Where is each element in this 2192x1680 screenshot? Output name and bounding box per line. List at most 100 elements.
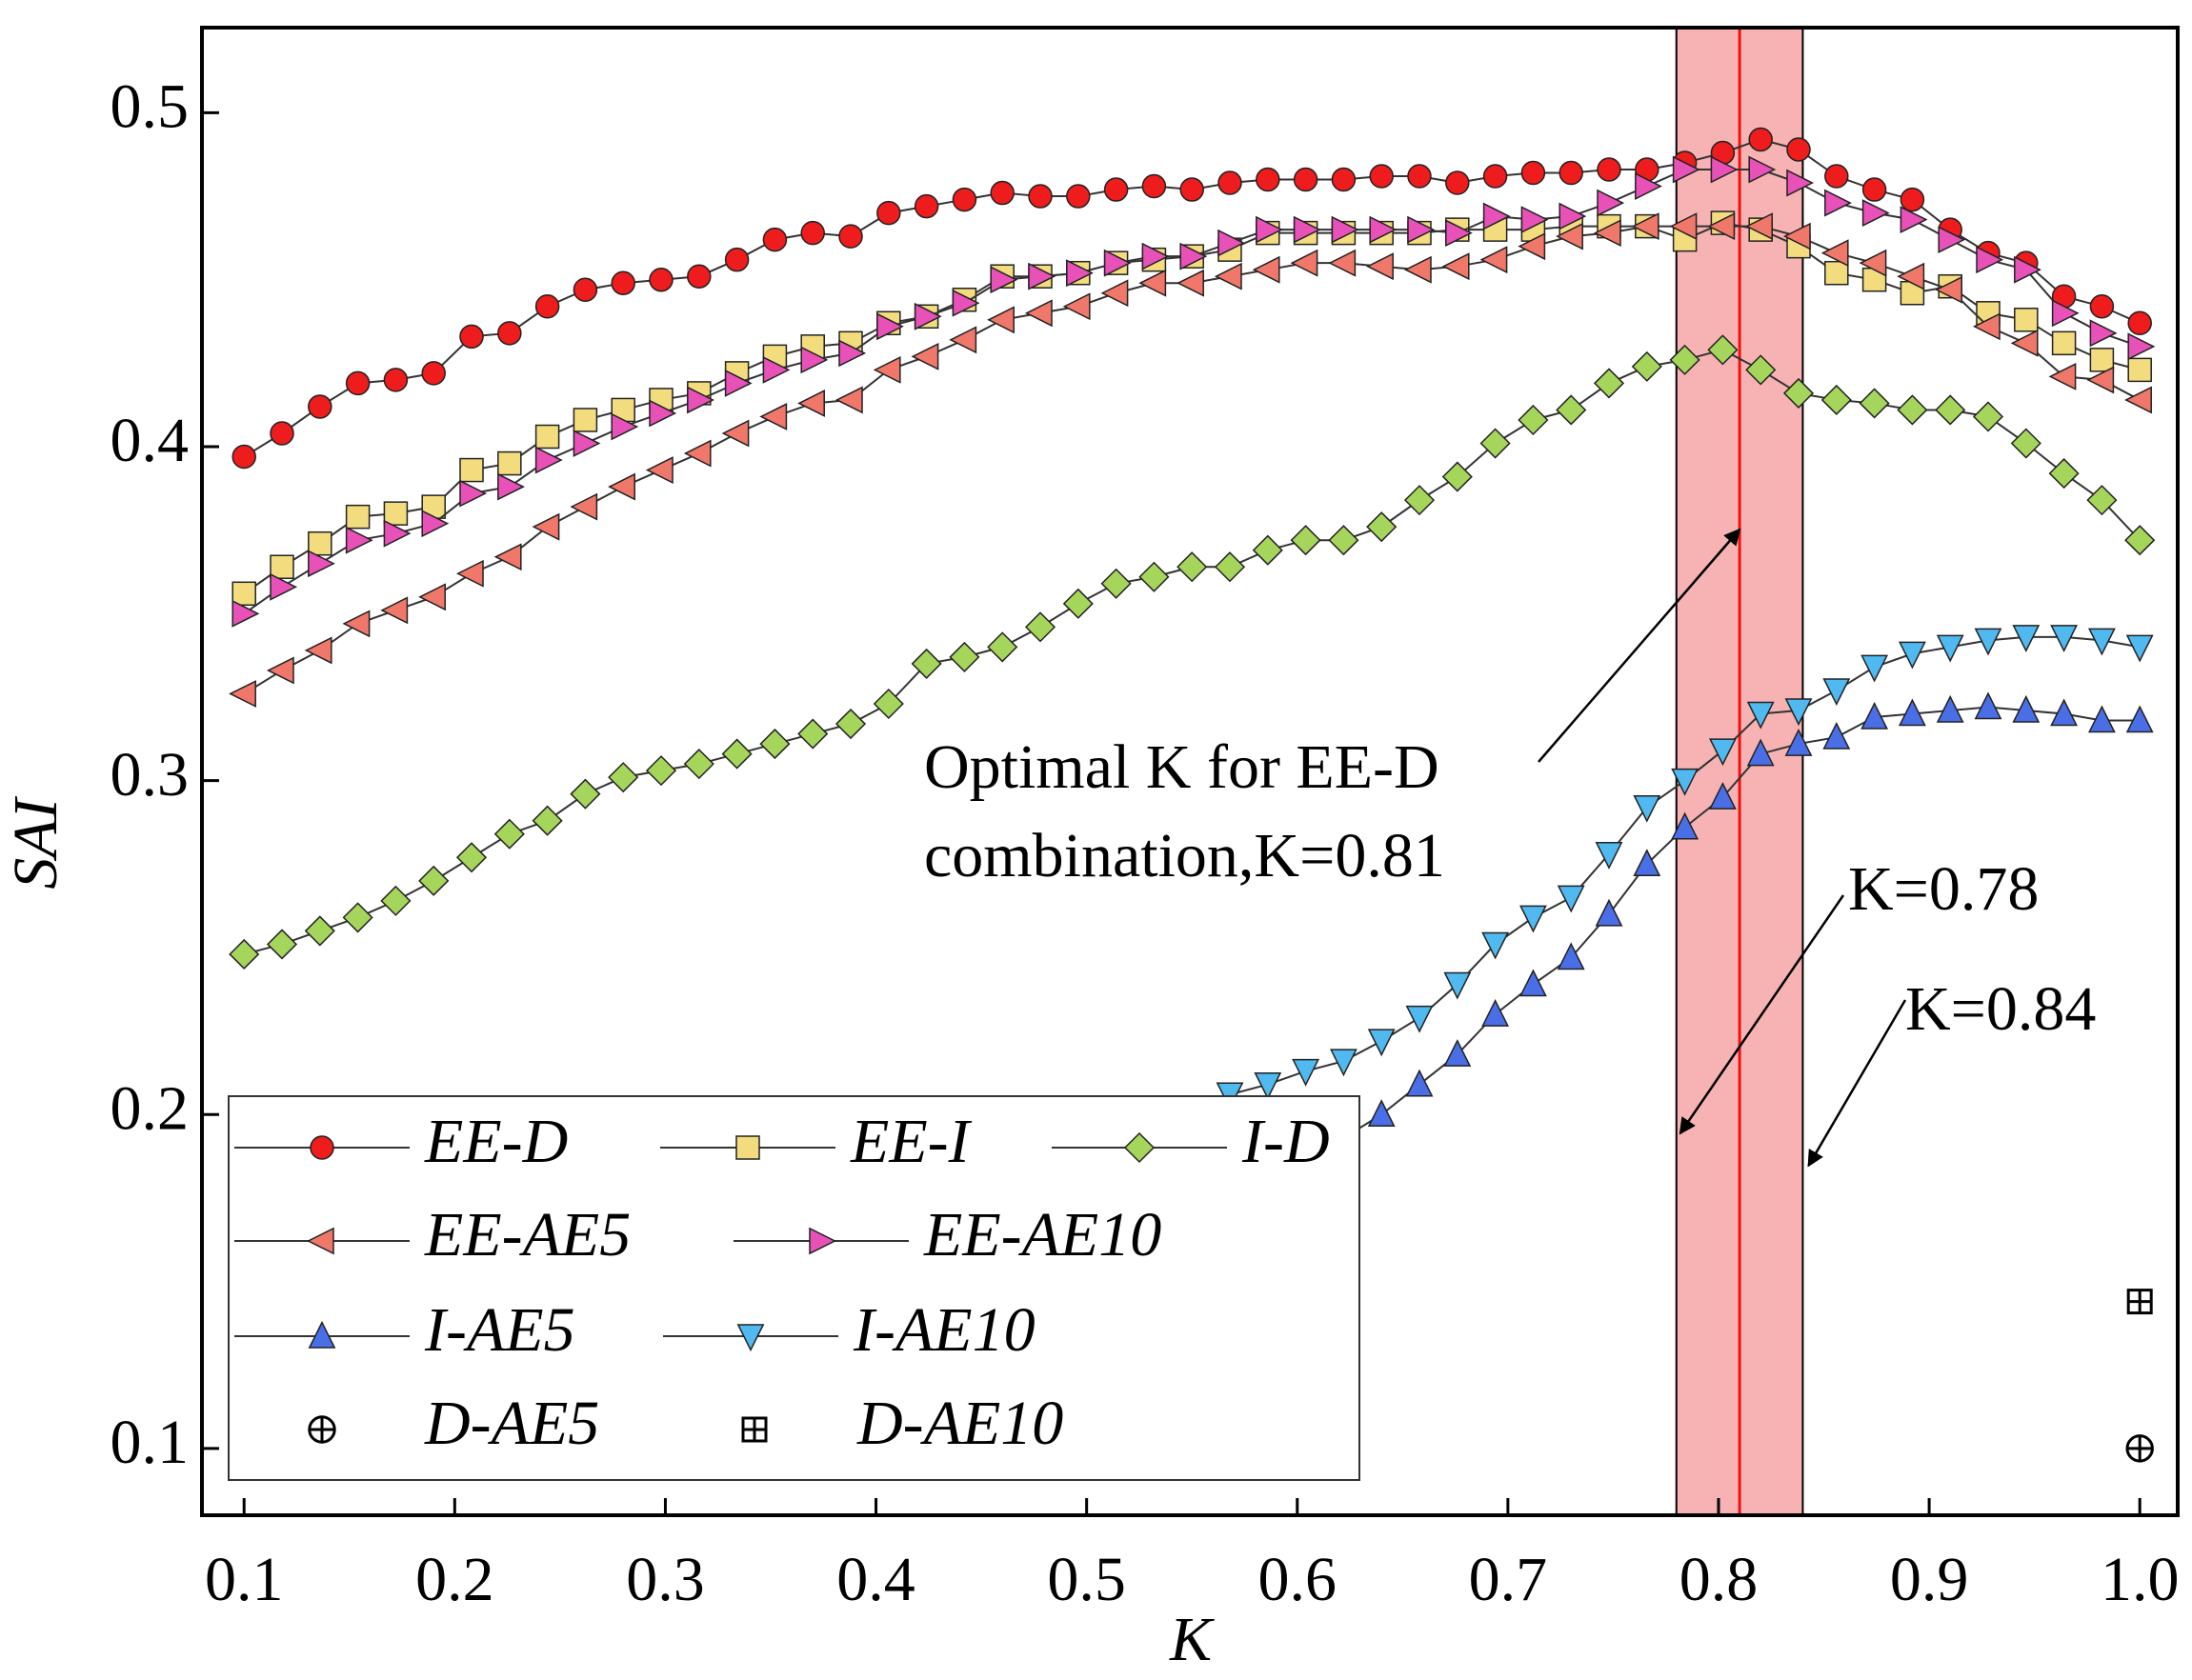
legend-label: EE-D	[424, 1107, 568, 1176]
marker	[1897, 262, 1925, 290]
marker	[990, 180, 1015, 206]
marker	[1745, 354, 1777, 386]
marker	[1786, 169, 1815, 197]
marker	[229, 680, 256, 708]
marker	[1748, 155, 1777, 184]
marker	[736, 1324, 765, 1352]
marker	[1782, 222, 1811, 250]
marker	[1861, 177, 1887, 202]
marker	[1669, 212, 1698, 241]
marker	[308, 1320, 336, 1349]
marker	[266, 929, 298, 960]
annotation: K=0.84	[1905, 974, 2096, 1044]
marker	[911, 342, 939, 370]
marker	[1028, 184, 1053, 209]
marker	[1293, 167, 1318, 192]
marker	[1860, 701, 1889, 730]
marker	[266, 656, 294, 685]
marker	[459, 324, 484, 350]
marker	[873, 688, 904, 720]
marker	[1631, 212, 1659, 241]
marker	[1403, 485, 1436, 516]
marker	[1860, 654, 1889, 683]
marker	[1707, 212, 1736, 241]
marker-part	[309, 1416, 335, 1443]
marker	[308, 394, 332, 419]
y-tick-label: 0.2	[111, 1073, 190, 1143]
marker	[838, 339, 867, 368]
marker	[1479, 428, 1511, 459]
marker	[306, 1227, 334, 1255]
marker	[1100, 279, 1129, 308]
marker	[2089, 294, 2115, 319]
marker	[308, 1415, 336, 1444]
marker	[2050, 698, 2079, 727]
marker	[873, 355, 901, 384]
marker	[418, 865, 450, 896]
marker	[1445, 170, 1470, 195]
marker	[1331, 215, 1359, 244]
marker	[1138, 269, 1167, 297]
legend-label: I-AE10	[853, 1295, 1036, 1365]
marker	[1974, 628, 2002, 656]
marker	[721, 419, 750, 448]
marker	[1820, 239, 1849, 268]
x-tick-label: 0.4	[836, 1545, 915, 1614]
marker	[683, 749, 714, 780]
marker	[1062, 588, 1094, 619]
marker	[2051, 330, 2077, 356]
marker	[345, 504, 371, 530]
marker	[1556, 394, 1587, 426]
marker	[1252, 255, 1280, 284]
marker	[1328, 525, 1359, 556]
marker	[1559, 202, 1587, 230]
marker	[380, 885, 412, 916]
legend-label: EE-I	[850, 1107, 973, 1176]
marker	[1331, 167, 1357, 192]
annotation: K=0.78	[1848, 854, 2039, 924]
marker	[611, 270, 635, 295]
marker	[1329, 1049, 1357, 1077]
marker	[1481, 998, 1510, 1027]
marker	[1671, 768, 1699, 796]
marker	[1441, 252, 1470, 281]
marker	[418, 583, 446, 611]
legend-label: I-AE5	[424, 1295, 575, 1365]
series-line	[243, 169, 2141, 615]
marker	[573, 430, 601, 457]
marker	[1179, 242, 1208, 270]
marker	[1976, 246, 2004, 274]
marker	[1256, 167, 1280, 192]
marker	[1900, 187, 1925, 212]
marker	[1935, 394, 1966, 426]
marker	[949, 326, 977, 354]
marker	[1520, 206, 1549, 234]
series-line	[1342, 706, 2141, 1139]
marker	[2048, 458, 2080, 490]
marker	[1745, 212, 1773, 241]
marker	[683, 439, 712, 468]
marker-part	[2127, 1435, 2153, 1462]
marker	[570, 778, 601, 810]
marker	[1445, 219, 1473, 248]
marker	[952, 289, 980, 317]
marker	[1972, 312, 2001, 341]
marker	[1217, 170, 1242, 195]
annotation: Optimal K for EE-D	[924, 732, 1439, 802]
plot-frame	[200, 26, 2180, 1517]
arrow	[1807, 999, 1907, 1168]
marker	[608, 472, 635, 501]
marker	[1708, 782, 1737, 810]
marker	[342, 610, 371, 638]
y-tick-label: 0.5	[111, 72, 190, 142]
marker	[497, 472, 525, 501]
marker	[493, 818, 525, 850]
marker	[952, 187, 977, 212]
marker	[304, 915, 335, 947]
x-tick-label: 0.2	[415, 1545, 494, 1614]
marker	[493, 543, 522, 571]
marker	[1403, 255, 1432, 284]
marker	[231, 444, 256, 470]
marker	[380, 596, 409, 625]
marker	[2124, 386, 2152, 414]
